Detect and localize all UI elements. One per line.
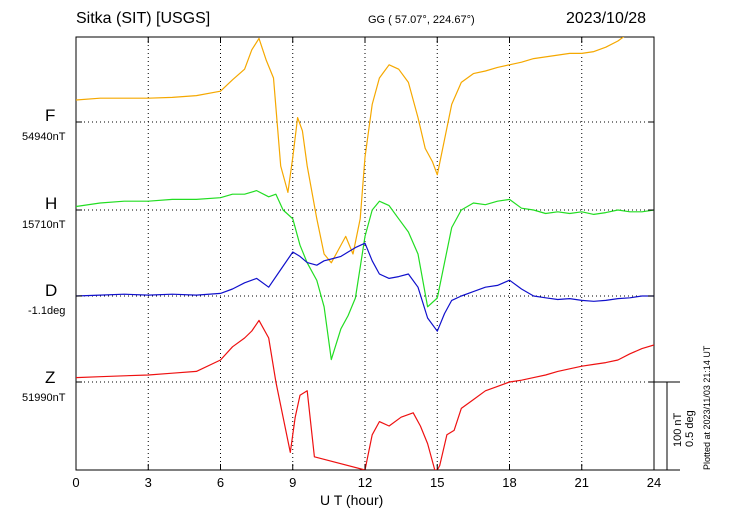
trace-h <box>76 190 654 361</box>
x-tick-label: 3 <box>145 475 152 490</box>
channel-label-z: Z <box>45 368 56 387</box>
station-coords: GG ( 57.07°, 224.67°) <box>368 14 475 26</box>
baseline-label-d: -1.1deg <box>28 305 66 317</box>
x-axis-label: U T (hour) <box>320 492 384 508</box>
station-title: Sitka (SIT) [USGS] <box>76 10 211 27</box>
channel-label-f: F <box>45 106 56 125</box>
plotted-timestamp: Plotted at 2023/11/03 21:14 UT <box>702 345 712 470</box>
x-tick-label: 24 <box>647 475 661 490</box>
trace-z <box>76 319 654 470</box>
trace-f <box>76 37 625 264</box>
x-tick-label: 15 <box>430 475 444 490</box>
x-tick-label: 0 <box>72 475 79 490</box>
x-axis-ticks: 0 3 6 9 12 15 18 21 24 <box>72 37 661 490</box>
baseline-label-f: 54940nT <box>22 131 66 143</box>
scale-bar <box>654 381 680 471</box>
baseline-label-z: 51990nT <box>22 392 66 404</box>
channel-label-h: H <box>45 194 58 213</box>
scale-label-deg: 0.5 deg <box>684 410 696 447</box>
scale-label-nt: 100 nT <box>672 412 684 447</box>
traces <box>76 37 654 470</box>
x-tick-label: 21 <box>575 475 589 490</box>
x-tick-label: 18 <box>502 475 516 490</box>
grid <box>76 37 654 470</box>
channel-label-d: D <box>45 281 58 300</box>
x-tick-label: 6 <box>217 475 224 490</box>
x-tick-label: 9 <box>289 475 296 490</box>
date-label: 2023/10/28 <box>566 10 647 27</box>
trace-d <box>76 242 654 332</box>
x-tick-label: 12 <box>358 475 372 490</box>
baseline-label-h: 15710nT <box>22 219 66 231</box>
